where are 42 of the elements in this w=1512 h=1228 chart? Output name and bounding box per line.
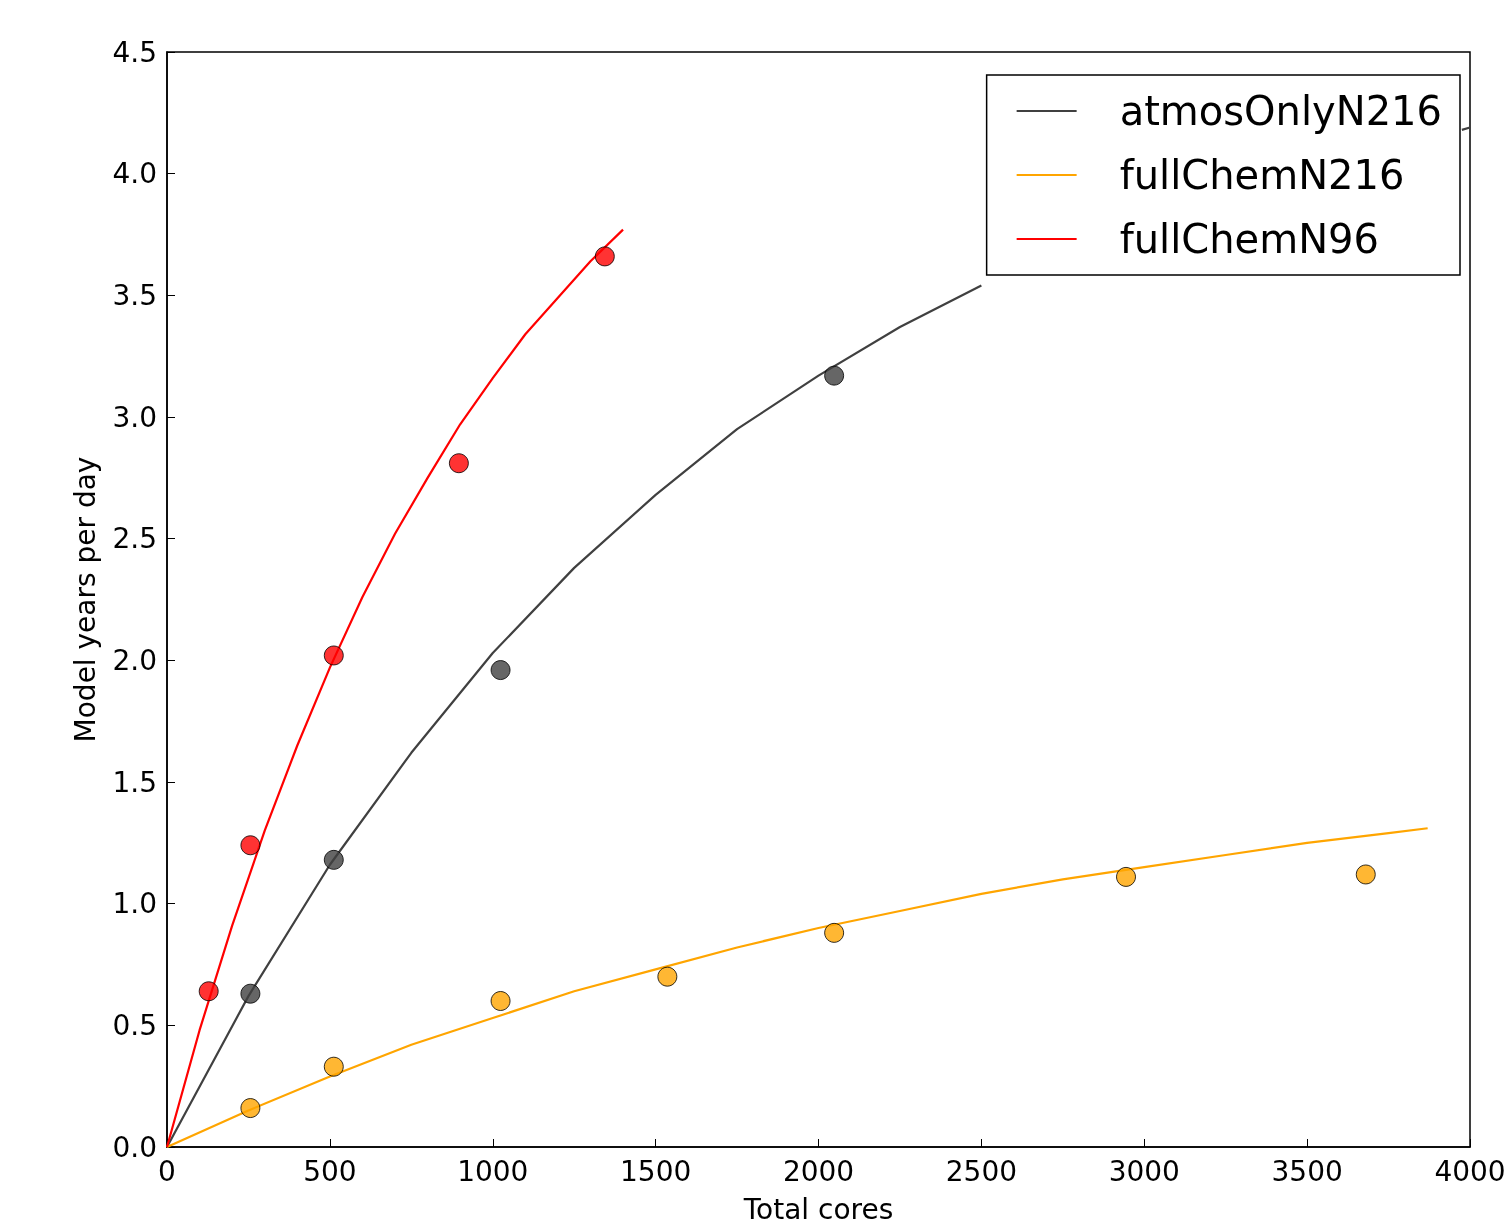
point [240, 983, 261, 1004]
point [240, 1098, 261, 1119]
legend-label: fullChemN216 [1119, 152, 1405, 198]
y-tick-label: 3.5 [112, 278, 157, 312]
y-tick-label: 0.0 [112, 1130, 157, 1164]
y-tick-label: 2.0 [112, 643, 157, 677]
point [448, 453, 469, 474]
x-tick-label: 2000 [782, 1154, 855, 1188]
x-tick-label: 0 [158, 1154, 176, 1188]
x-tick-label: 3500 [1271, 1154, 1343, 1188]
point [198, 981, 219, 1002]
x-tick-label: 500 [303, 1154, 357, 1188]
point [594, 246, 615, 267]
point [657, 966, 678, 987]
x-tick-label: 2500 [945, 1154, 1018, 1188]
y-tick-label: 4.5 [112, 35, 157, 69]
point [1116, 866, 1137, 887]
point [240, 835, 261, 856]
x-axis-title: Total cores [742, 1192, 894, 1226]
y-tick-label: 1.5 [112, 765, 157, 799]
x-tick-label: 4000 [1434, 1154, 1506, 1188]
point [1355, 864, 1376, 885]
legend-label: atmosOnlyN216 [1119, 88, 1443, 134]
point [824, 922, 845, 943]
x-tick-label: 1000 [457, 1154, 529, 1188]
legend-label: fullChemN96 [1119, 216, 1379, 262]
point [323, 645, 344, 666]
y-tick-label: 3.0 [112, 400, 157, 434]
point [323, 849, 344, 870]
line-series [165, 827, 1429, 1149]
point [490, 660, 511, 681]
y-tick-label: 1.0 [112, 887, 157, 921]
line-series [165, 228, 625, 1149]
point [824, 365, 845, 386]
x-tick-label: 3000 [1108, 1154, 1180, 1188]
y-tick-label: 4.0 [112, 157, 157, 191]
y-tick-label: 2.5 [112, 522, 157, 556]
point [323, 1056, 344, 1077]
point [490, 991, 511, 1011]
y-axis-title: Model years per day [68, 456, 102, 743]
x-tick-label: 1500 [619, 1154, 692, 1188]
y-tick-label: 0.5 [112, 1008, 157, 1042]
